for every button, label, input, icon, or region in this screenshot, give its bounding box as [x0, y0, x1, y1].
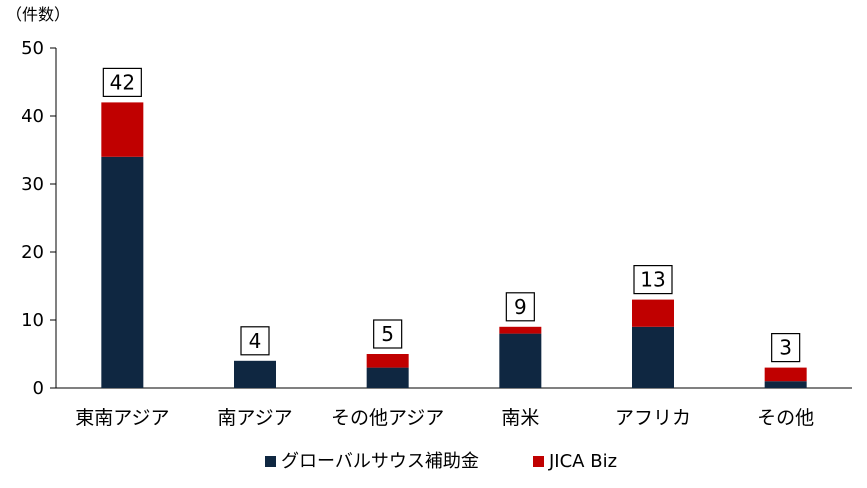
total-label-box [505, 292, 535, 322]
y-tick-label: 0 [33, 378, 44, 399]
total-label-box [373, 319, 403, 349]
legend-swatch [533, 456, 544, 467]
bar-segment-subsidy [499, 333, 542, 388]
total-label-box [240, 326, 270, 356]
bar-segment-jica-biz [366, 354, 409, 368]
total-label: 42 [110, 70, 135, 94]
bar-segment-subsidy [366, 367, 409, 388]
legend-swatch [265, 456, 276, 467]
y-tick-label: 50 [21, 38, 44, 59]
legend-label: JICA Biz [548, 451, 617, 472]
total-label: 13 [640, 268, 665, 292]
y-tick-label: 30 [21, 174, 44, 195]
bar-segment-subsidy [234, 360, 276, 388]
legend-label: グローバルサウス補助金 [281, 451, 479, 472]
bar-segment-subsidy [764, 381, 807, 388]
total-label: 4 [249, 329, 262, 353]
y-tick-label: 20 [21, 242, 44, 263]
total-label: 9 [514, 295, 527, 319]
bar-segment-jica-biz [632, 299, 674, 327]
x-tick-label: 東南アジア [75, 407, 169, 429]
total-label-box [633, 265, 673, 295]
x-tick-label: その他 [757, 407, 814, 429]
bar-segment-jica-biz [101, 102, 144, 157]
y-tick-label: 10 [21, 310, 44, 331]
x-tick-label: その他アジア [331, 407, 444, 429]
bar-segment-subsidy [632, 326, 674, 388]
x-tick-label: 南アジア [217, 407, 292, 429]
bar-segment-subsidy [101, 156, 144, 388]
x-tick-label: 南米 [501, 407, 539, 429]
bar-segment-jica-biz [499, 326, 542, 334]
total-label-box [102, 67, 142, 98]
y-tick-label: 40 [21, 106, 44, 127]
y-axis-unit-label: （件数） [6, 5, 70, 24]
x-tick-label: アフリカ [615, 407, 691, 429]
bar-segment-jica-biz [764, 367, 807, 382]
total-label: 3 [779, 336, 792, 360]
total-label-box [771, 333, 801, 363]
total-label: 5 [381, 322, 394, 346]
